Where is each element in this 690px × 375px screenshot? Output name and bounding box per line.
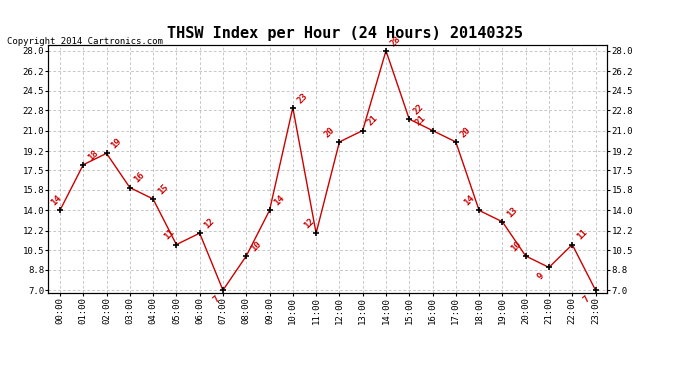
Text: 14: 14 [462, 194, 476, 208]
Text: 14: 14 [49, 194, 63, 208]
Text: 18: 18 [86, 148, 100, 162]
Text: 28: 28 [388, 34, 403, 48]
Text: 7: 7 [212, 294, 222, 304]
Text: 21: 21 [366, 114, 380, 128]
Text: 23: 23 [295, 91, 310, 105]
Text: 20: 20 [323, 125, 337, 139]
Text: 22: 22 [412, 102, 426, 116]
Text: 13: 13 [505, 205, 519, 219]
Text: 11: 11 [575, 228, 589, 242]
Text: 7: 7 [582, 294, 592, 304]
Text: THSW Index per Hour (24 Hours) 20140325: THSW Index per Hour (24 Hours) 20140325 [167, 26, 523, 41]
Text: 10: 10 [509, 239, 523, 253]
Text: Copyright 2014 Cartronics.com: Copyright 2014 Cartronics.com [7, 38, 163, 46]
Text: 14: 14 [273, 194, 286, 208]
Text: 12: 12 [302, 216, 316, 230]
Text: 12: 12 [202, 216, 217, 230]
Text: 19: 19 [109, 136, 124, 151]
Text: 21: 21 [413, 114, 427, 128]
Text: 9: 9 [535, 271, 545, 281]
Text: 11: 11 [162, 228, 177, 242]
Text: 10: 10 [249, 239, 263, 253]
Text: THSW  (°F): THSW (°F) [542, 35, 600, 45]
Text: 20: 20 [459, 125, 473, 139]
Text: 16: 16 [132, 171, 146, 185]
Text: 15: 15 [156, 182, 170, 196]
